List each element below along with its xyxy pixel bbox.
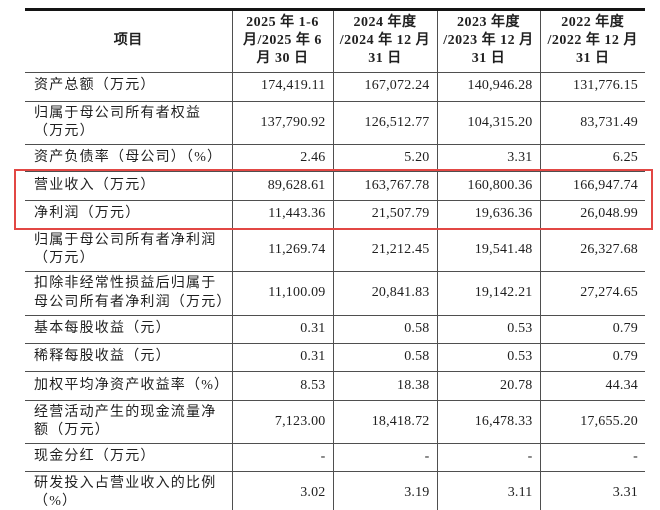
row-value: 3.31 [437, 144, 541, 172]
row-value: 5.20 [333, 144, 438, 172]
row-value: - [232, 443, 334, 473]
row-value: 166,947.74 [540, 171, 645, 201]
table-header-row: 项目 2025 年 1-6 月/2025 年 6 月 30 日 2024 年度 … [25, 9, 645, 73]
financial-summary-table: 项目 2025 年 1-6 月/2025 年 6 月 30 日 2024 年度 … [25, 8, 645, 510]
table-row: 归属于母公司所有者权益（万元） 137,790.92 126,512.77 10… [25, 101, 645, 145]
row-value: 0.53 [437, 315, 541, 344]
row-label: 归属于母公司所有者权益（万元） [25, 101, 233, 145]
row-value: - [333, 443, 438, 473]
row-value: 3.19 [333, 471, 438, 510]
row-value: 19,142.21 [437, 271, 541, 316]
table-row: 基本每股收益（元） 0.31 0.58 0.53 0.79 [25, 315, 645, 344]
row-value: 163,767.78 [333, 171, 438, 201]
row-value: 11,100.09 [232, 271, 334, 316]
row-value: 6.25 [540, 144, 645, 172]
header-period-cell: 2022 年度 /2022 年 12 月 31 日 [540, 9, 645, 73]
row-value: 26,048.99 [540, 200, 645, 229]
table-row: 资产总额（万元） 174,419.11 167,072.24 140,946.2… [25, 72, 645, 102]
row-value: 0.79 [540, 343, 645, 372]
table-row: 稀释每股收益（元） 0.31 0.58 0.53 0.79 [25, 343, 645, 372]
row-value: 174,419.11 [232, 72, 334, 102]
row-value: 167,072.24 [333, 72, 438, 102]
row-label: 资产负债率（母公司）（%） [25, 144, 233, 172]
row-value: 11,269.74 [232, 228, 334, 273]
row-value: 3.02 [232, 471, 334, 510]
row-label: 净利润（万元） [25, 200, 233, 229]
row-value: - [540, 443, 645, 473]
row-value: 11,443.36 [232, 200, 334, 229]
row-value: 26,327.68 [540, 228, 645, 273]
row-value: 19,541.48 [437, 228, 541, 273]
table-row: 经营活动产生的现金流量净额（万元） 7,123.00 18,418.72 16,… [25, 400, 645, 445]
row-value: 89,628.61 [232, 171, 334, 201]
row-value: 20.78 [437, 371, 541, 401]
table-row: 净利润（万元） 11,443.36 21,507.79 19,636.36 26… [25, 200, 645, 229]
table-row: 现金分红（万元） - - - - [25, 443, 645, 473]
table-row: 加权平均净资产收益率（%） 8.53 18.38 20.78 44.34 [25, 371, 645, 401]
row-value: 2.46 [232, 144, 334, 172]
header-period-cell: 2023 年度 /2023 年 12 月 31 日 [437, 9, 541, 73]
row-value: 3.31 [612, 485, 638, 501]
row-value: 83,731.49 [540, 101, 645, 145]
row-value: 18.38 [333, 371, 438, 401]
table-row: 资产负债率（母公司）（%） 2.46 5.20 3.31 6.25 [25, 144, 645, 172]
row-label: 营业收入（万元） [25, 171, 233, 201]
row-value: 131,776.15 [540, 72, 645, 102]
table-row: 归属于母公司所有者净利润（万元） 11,269.74 21,212.45 19,… [25, 228, 645, 273]
table-row: 研发投入占营业收入的比例（%） 3.02 3.19 3.11 3.31 [25, 471, 645, 510]
table-row: 营业收入（万元） 89,628.61 163,767.78 160,800.36… [25, 171, 645, 201]
table-row: 扣除非经常性损益后归属于母公司所有者净利润（万元） 11,100.09 20,8… [25, 271, 645, 316]
header-period-cell: 2024 年度 /2024 年 12 月 31 日 [333, 9, 438, 73]
row-value: 0.58 [333, 315, 438, 344]
row-value: 104,315.20 [437, 101, 541, 145]
row-label: 基本每股收益（元） [25, 315, 233, 344]
row-value: 126,512.77 [333, 101, 438, 145]
row-label: 加权平均净资产收益率（%） [25, 371, 233, 401]
row-value: 0.31 [232, 343, 334, 372]
row-value: 17,655.20 [540, 400, 645, 445]
row-value: 27,274.65 [540, 271, 645, 316]
row-value: 0.58 [333, 343, 438, 372]
row-value: 21,212.45 [333, 228, 438, 273]
row-label: 现金分红（万元） [25, 443, 233, 473]
row-value: 137,790.92 [232, 101, 334, 145]
row-value: - [437, 443, 541, 473]
header-item-cell: 项目 [25, 9, 233, 73]
row-value: 16,478.33 [437, 400, 541, 445]
row-value: 7,123.00 [232, 400, 334, 445]
row-value: 44.34 [540, 371, 645, 401]
row-value: 0.31 [232, 315, 334, 344]
row-value: 20,841.83 [333, 271, 438, 316]
row-label: 扣除非经常性损益后归属于母公司所有者净利润（万元） [25, 271, 233, 316]
row-value: 160,800.36 [437, 171, 541, 201]
row-value: 0.53 [437, 343, 541, 372]
row-label: 经营活动产生的现金流量净额（万元） [25, 400, 233, 445]
header-period-cell: 2025 年 1-6 月/2025 年 6 月 30 日 [232, 9, 334, 73]
row-value: 18,418.72 [333, 400, 438, 445]
row-value: 0.79 [540, 315, 645, 344]
row-value: 140,946.28 [437, 72, 541, 102]
row-value: 3.11 [437, 471, 541, 510]
row-value: 19,636.36 [437, 200, 541, 229]
row-label: 归属于母公司所有者净利润（万元） [25, 228, 233, 273]
row-label: 稀释每股收益（元） [25, 343, 233, 372]
row-label: 研发投入占营业收入的比例（%） [25, 471, 233, 510]
row-label: 资产总额（万元） [25, 72, 233, 102]
row-value: 21,507.79 [333, 200, 438, 229]
row-value: 8.53 [232, 371, 334, 401]
